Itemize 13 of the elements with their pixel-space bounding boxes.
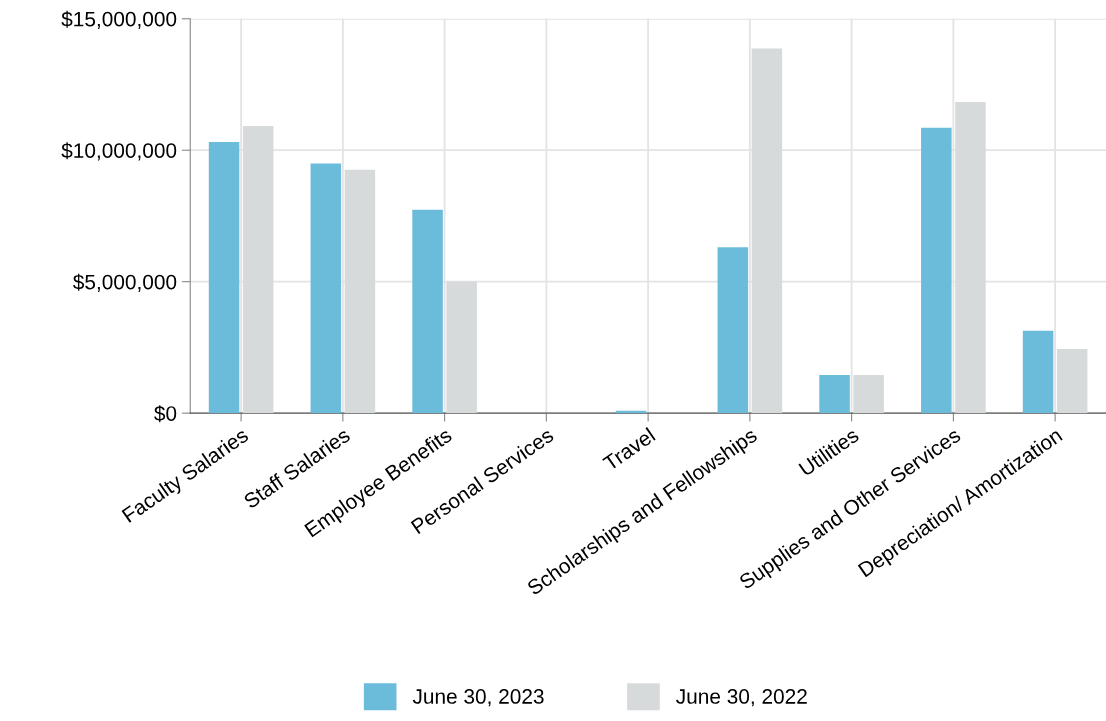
y-tick-label: $10,000,000: [61, 142, 177, 161]
y-tick-label: $15,000,000: [61, 10, 177, 29]
bar: [921, 127, 952, 414]
bar: [310, 163, 342, 414]
y-tick-label: $0: [154, 405, 177, 423]
bar: [1022, 330, 1054, 414]
bar: [717, 247, 749, 414]
legend-label: June 30, 2023: [412, 689, 544, 707]
bar: [208, 142, 240, 414]
legend-label: June 30, 2022: [676, 689, 807, 707]
bar: [819, 375, 850, 414]
y-tick-label: $5,000,000: [73, 273, 177, 292]
bar: [412, 209, 443, 414]
